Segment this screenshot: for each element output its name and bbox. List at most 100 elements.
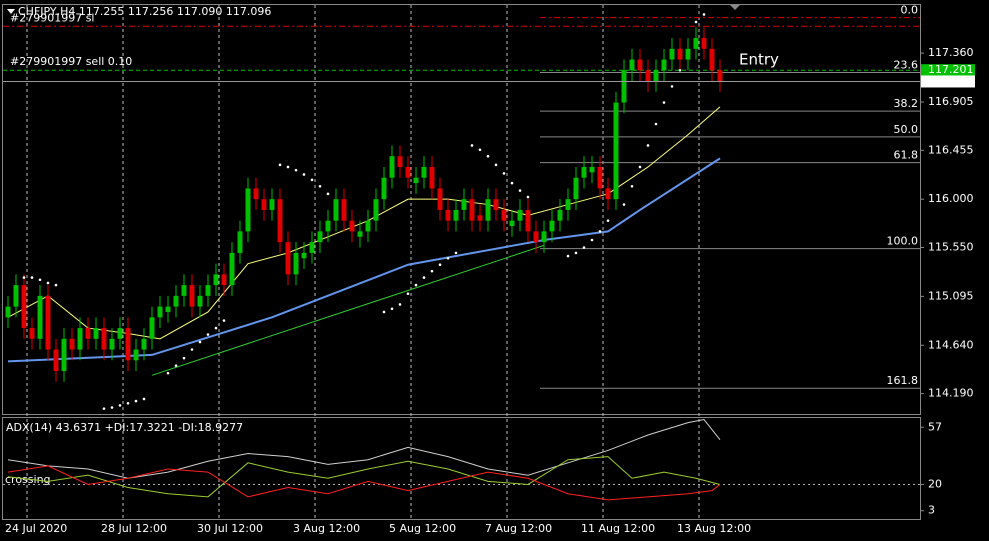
y-tick-label: 3 bbox=[928, 504, 935, 517]
candle-body bbox=[173, 295, 179, 307]
fib-label: 100.0 bbox=[887, 235, 919, 248]
x-tick-label: 28 Jul 12:00 bbox=[101, 522, 167, 535]
sar-dot bbox=[102, 407, 106, 410]
candle-body bbox=[277, 199, 283, 243]
candle-body bbox=[629, 59, 635, 71]
candle-body bbox=[485, 199, 491, 221]
candle-body bbox=[165, 306, 171, 312]
sar-dot bbox=[574, 251, 578, 255]
candle-body bbox=[685, 48, 691, 60]
y-tick-label: 57 bbox=[928, 420, 942, 433]
candle-body bbox=[381, 177, 387, 200]
sar-dot bbox=[406, 292, 410, 296]
price-tag bbox=[921, 64, 975, 77]
sar-dot bbox=[126, 401, 130, 405]
y-tick-label: 114.640 bbox=[928, 338, 974, 351]
fib-label: 61.8 bbox=[894, 149, 919, 162]
candle-body bbox=[77, 328, 83, 350]
candle-body bbox=[405, 166, 411, 178]
fib-label: 0.0 bbox=[901, 4, 919, 17]
header: CHFJPY,H4 117.255 117.256 117.090 117.09… bbox=[18, 5, 271, 18]
candle-body bbox=[253, 188, 259, 200]
sar-dot bbox=[502, 172, 506, 175]
order-label: #279901997 sl bbox=[10, 11, 95, 24]
sar-dot bbox=[142, 397, 146, 401]
candle-body bbox=[525, 209, 531, 232]
sar-dot bbox=[694, 20, 698, 24]
y-tick-label: 115.095 bbox=[928, 289, 974, 302]
x-tick-label: 3 Aug 12:00 bbox=[293, 522, 360, 535]
candle-body bbox=[661, 59, 667, 71]
candle-body bbox=[581, 166, 587, 178]
sar-dot bbox=[566, 254, 570, 258]
sar-dot bbox=[214, 326, 218, 330]
sar-dot bbox=[278, 163, 282, 167]
candle-body bbox=[21, 285, 27, 329]
sar-dot bbox=[526, 195, 530, 199]
main-panel bbox=[2, 4, 921, 415]
sar-dot bbox=[630, 184, 634, 188]
candle-body bbox=[301, 252, 307, 259]
sar-dot bbox=[494, 163, 498, 167]
candle-body bbox=[557, 209, 563, 221]
candle-body bbox=[501, 209, 507, 221]
candle-body bbox=[573, 177, 579, 200]
candle-body bbox=[517, 209, 523, 221]
sar-dot bbox=[110, 406, 114, 409]
sar-dot bbox=[654, 122, 658, 126]
sar-dot bbox=[646, 144, 650, 147]
candle-body bbox=[189, 285, 195, 307]
candle-body bbox=[461, 199, 467, 210]
sar-dot bbox=[422, 276, 426, 279]
sar-dot bbox=[518, 189, 522, 192]
sar-dot bbox=[46, 281, 50, 285]
x-tick-label: 24 Jul 2020 bbox=[5, 522, 67, 535]
x-tick-label: 30 Jul 12:00 bbox=[197, 522, 263, 535]
sar-dot bbox=[30, 276, 34, 279]
sar-dot bbox=[678, 68, 682, 72]
indicator-title: ADX(14) 43.6371 +DI:17.3221 -DI:18.9277 bbox=[6, 421, 243, 434]
sar-dot bbox=[302, 173, 306, 176]
annotation: Entry bbox=[739, 51, 779, 69]
candle-body bbox=[637, 59, 643, 71]
fib-label: 161.8 bbox=[887, 374, 919, 387]
sar-dot bbox=[190, 348, 194, 351]
fib-label: 50.0 bbox=[894, 123, 919, 136]
candle-body bbox=[621, 70, 627, 103]
sar-dot bbox=[702, 13, 706, 16]
candle-body bbox=[541, 231, 547, 243]
order-label: #279901997 sell 0.10 bbox=[10, 55, 132, 68]
menu-arrow[interactable] bbox=[7, 9, 15, 14]
candle-body bbox=[61, 338, 67, 372]
price-tag-label: 117.096 bbox=[928, 74, 974, 87]
candle-body bbox=[245, 188, 251, 232]
candle-body bbox=[285, 242, 291, 275]
candle-body bbox=[341, 199, 347, 221]
sar-dot bbox=[414, 283, 418, 287]
sar-dot bbox=[54, 283, 58, 287]
sar-dot bbox=[118, 404, 122, 407]
candle-body bbox=[261, 199, 267, 210]
y-tick-label: 20 bbox=[928, 477, 942, 490]
candle-body bbox=[597, 166, 603, 189]
candle-body bbox=[141, 338, 147, 350]
candle-body bbox=[93, 328, 99, 339]
sar-dot bbox=[286, 165, 290, 169]
candle-body bbox=[549, 220, 555, 232]
candle-body bbox=[53, 349, 59, 372]
candle-body bbox=[157, 306, 163, 318]
candle-body bbox=[653, 70, 659, 82]
sar-dot bbox=[430, 269, 434, 273]
candle-body bbox=[333, 199, 339, 221]
candle-body bbox=[317, 231, 323, 243]
sar-dot bbox=[598, 230, 602, 233]
sar-dot bbox=[510, 181, 514, 185]
sar-dot bbox=[318, 184, 322, 188]
moving-average bbox=[151, 244, 545, 376]
candle-body bbox=[373, 199, 379, 221]
candle-body bbox=[429, 166, 435, 189]
candle-body bbox=[237, 231, 243, 253]
sar-dot bbox=[134, 399, 138, 403]
